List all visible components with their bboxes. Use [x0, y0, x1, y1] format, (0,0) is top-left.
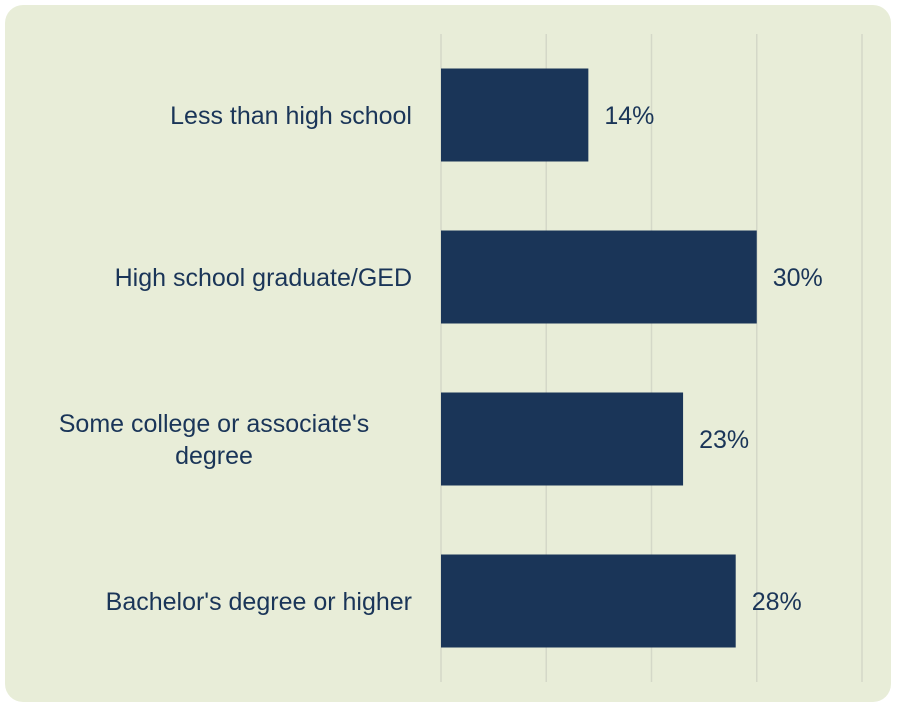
data-label: 30%	[773, 264, 823, 292]
category-label: Bachelor's degree or higher	[106, 588, 412, 616]
bar	[441, 230, 757, 324]
category-label: Less than high school	[170, 102, 412, 130]
bar	[441, 68, 589, 162]
data-label: 28%	[752, 588, 802, 616]
category-labels: Less than high school High school graduat…	[59, 102, 412, 616]
data-label: 23%	[699, 426, 749, 454]
value-labels: 14% 30% 23% 28%	[604, 102, 822, 616]
bar	[441, 392, 684, 486]
bar	[441, 554, 736, 648]
category-label: High school graduate/GED	[115, 264, 412, 292]
bars	[441, 68, 757, 648]
data-label: 14%	[604, 102, 654, 130]
category-label: Some college or associate's degree	[59, 410, 370, 470]
